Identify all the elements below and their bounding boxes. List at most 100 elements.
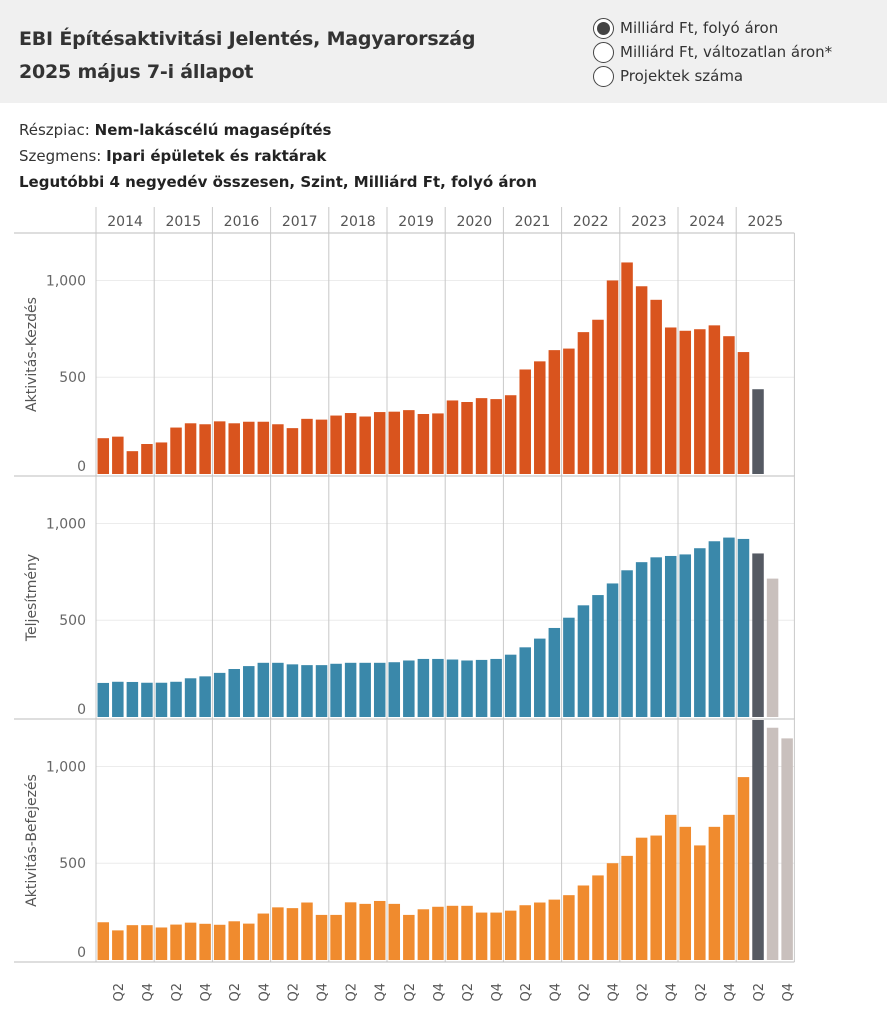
submarket-label: Részpiac: (19, 121, 90, 139)
bar-actual (664, 327, 677, 474)
y-axis-label: Aktivitás-Befejezés (24, 774, 40, 907)
bar-actual (272, 662, 284, 717)
bar-actual (694, 329, 706, 474)
y-tick-label: 0 (77, 702, 86, 718)
bar-actual (592, 319, 604, 474)
bar-actual (330, 663, 342, 717)
bar-current (752, 720, 764, 960)
bar-actual (286, 664, 299, 717)
quarter-tick-label: Q4 (316, 983, 331, 1002)
quarter-tick-label: Q4 (257, 983, 272, 1002)
bar-actual (548, 350, 561, 474)
year-label: 2024 (689, 214, 725, 230)
y-axis-label: Aktivitás-Kezdés (24, 297, 40, 412)
bar-actual (723, 537, 735, 717)
bar-actual (563, 895, 575, 960)
year-label: 2020 (456, 214, 492, 230)
bar-actual (228, 669, 240, 717)
year-label: 2025 (747, 214, 783, 230)
measure-option-project-count[interactable]: Projektek száma (593, 65, 743, 87)
bar-actual (373, 900, 386, 960)
bar-actual (155, 682, 168, 717)
bar-actual (388, 662, 401, 717)
measure-option-current-price[interactable]: Milliárd Ft, folyó áron (593, 17, 778, 39)
quarter-tick-label: Q2 (752, 983, 767, 1002)
y-tick-label: 1,000 (46, 516, 86, 532)
bar-actual (257, 913, 270, 960)
bar-actual (635, 562, 648, 717)
quarter-tick-label: Q4 (490, 983, 505, 1002)
bar-actual (577, 885, 590, 960)
y-tick-label: 0 (77, 459, 86, 475)
bar-actual (504, 654, 517, 717)
y-tick-label: 1,000 (46, 759, 86, 775)
bar-actual (679, 330, 692, 474)
y-axis-label: Teljesítmény (24, 554, 40, 642)
y-tick-label: 1,000 (46, 273, 86, 289)
bar-actual (548, 627, 561, 717)
bar-actual (315, 665, 328, 717)
bar-actual (213, 924, 226, 960)
bar-actual (344, 413, 357, 474)
report-title: EBI Építésaktivitási Jelentés, Magyarors… (19, 28, 476, 50)
bar-actual (126, 681, 139, 717)
bar-actual (432, 906, 444, 960)
bar-actual (286, 428, 299, 474)
bar-actual (446, 400, 459, 474)
quarter-tick-label: Q2 (636, 983, 651, 1002)
year-label: 2021 (515, 214, 551, 230)
year-label: 2015 (165, 214, 201, 230)
bar-actual (606, 583, 619, 717)
bar-actual (97, 682, 110, 717)
bar-actual (126, 451, 139, 474)
bar-actual (417, 658, 430, 717)
bar-actual (490, 399, 502, 474)
bar-actual (301, 418, 313, 474)
bar-actual (315, 914, 328, 960)
bar-actual (548, 899, 561, 960)
bar-actual (534, 361, 546, 474)
bar-actual (330, 415, 342, 474)
bar-actual (112, 681, 124, 717)
bar-actual (461, 660, 473, 717)
quarter-tick-label: Q2 (694, 983, 709, 1002)
year-label: 2018 (340, 214, 376, 230)
bar-actual (170, 681, 182, 717)
bar-actual (475, 912, 488, 960)
bar-actual (155, 442, 168, 474)
bar-actual (694, 548, 706, 717)
bar-actual (403, 410, 415, 474)
bar-actual (737, 777, 750, 960)
y-tick-label: 500 (59, 856, 86, 872)
bar-actual (170, 427, 182, 474)
bar-actual (228, 423, 240, 474)
bar-actual (563, 617, 575, 717)
measure-option-constant-price[interactable]: Milliárd Ft, változatlan áron* (593, 41, 832, 63)
bar-actual (621, 570, 633, 717)
bar-actual (170, 924, 182, 960)
bar-actual (650, 835, 662, 960)
bar-actual (301, 902, 313, 960)
quarter-tick-label: Q4 (548, 983, 563, 1002)
quarter-tick-label: Q2 (461, 983, 476, 1002)
chart-subtitle-text: Legutóbbi 4 negyedév összesen, Szint, Mi… (19, 173, 537, 191)
bar-actual (257, 421, 270, 474)
radio-unselected-icon (593, 41, 614, 63)
bar-actual (388, 903, 401, 960)
bar-actual (475, 398, 488, 474)
measure-option-label: Projektek száma (620, 67, 744, 85)
year-label: 2014 (107, 214, 143, 230)
bar-actual (504, 910, 517, 960)
quarter-tick-label: Q2 (345, 983, 360, 1002)
quarter-tick-label: Q4 (141, 983, 156, 1002)
bar-actual (243, 923, 255, 960)
bar-actual (432, 658, 444, 717)
header-bar: EBI Építésaktivitási Jelentés, Magyarors… (0, 0, 887, 103)
bar-current (752, 389, 764, 474)
bar-actual (490, 658, 502, 717)
quarter-tick-label: Q4 (781, 983, 796, 1002)
report-date: 2025 május 7-i állapot (19, 61, 254, 83)
quarter-tick-label: Q4 (607, 983, 622, 1002)
bar-actual (519, 369, 531, 474)
bar-actual (490, 912, 502, 960)
